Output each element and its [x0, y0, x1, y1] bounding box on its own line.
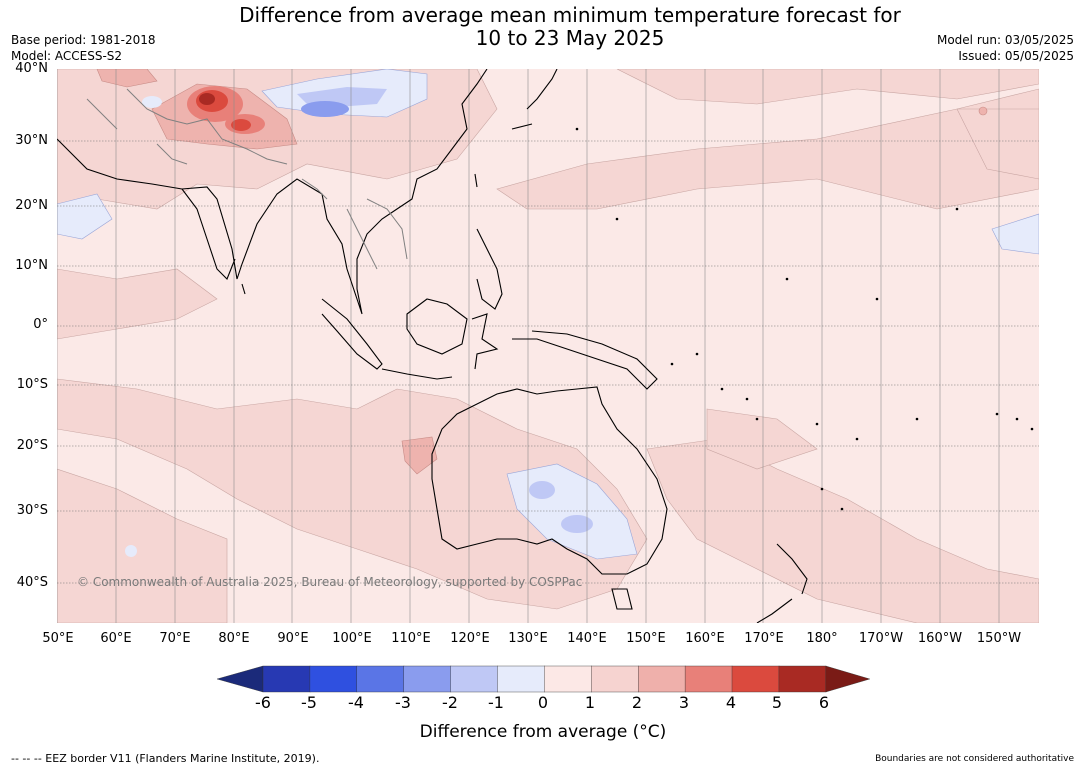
lon-label-130e: 130°E — [508, 631, 548, 646]
boundary-disclaimer: Boundaries are not considered authoritat… — [875, 754, 1074, 764]
colorbar-tick-6: 6 — [818, 693, 830, 712]
colorbar-tick-minus1: -1 — [488, 693, 504, 712]
lat-label-30n: 30°N — [15, 133, 48, 148]
chart-title: Difference from average mean minimum tem… — [0, 4, 1085, 50]
colorbar-segment — [450, 665, 499, 693]
lon-label-80e: 80°E — [218, 631, 250, 646]
lon-label-50e: 50°E — [42, 631, 74, 646]
colorbar-tick-minus2: -2 — [442, 693, 458, 712]
coast-tasmania — [611, 588, 633, 610]
colorbar-tick-minus6: -6 — [255, 693, 271, 712]
lon-label-70e: 70°E — [159, 631, 191, 646]
colorbar — [216, 665, 871, 693]
colorbar-tick-minus4: -4 — [348, 693, 364, 712]
colorbar-segment — [403, 665, 452, 693]
colorbar-segments — [216, 665, 871, 693]
title-line-2: 10 to 23 May 2025 — [475, 26, 665, 50]
lon-label-150w: 150°W — [976, 631, 1022, 646]
coast-new-guinea — [512, 330, 658, 390]
colorbar-tick-minus3: -3 — [395, 693, 411, 712]
colorbar-extend-high — [825, 665, 871, 693]
model-name: Model: ACCESS-S2 — [11, 49, 123, 63]
lon-label-170w: 170°W — [858, 631, 904, 646]
lon-label-160e: 160°E — [685, 631, 725, 646]
base-period: Base period: 1981-2018 — [11, 33, 156, 47]
lat-label-equator: 0° — [33, 317, 48, 332]
lat-label-20n: 20°N — [15, 198, 48, 213]
coastlines — [57, 69, 808, 623]
title-line-1: Difference from average mean minimum tem… — [239, 3, 901, 27]
coast-new-zealand — [756, 543, 808, 623]
coast-japan — [511, 69, 558, 130]
lat-label-40s: 40°S — [16, 575, 48, 590]
anomaly-hotspot — [187, 86, 265, 134]
pacific-islands — [575, 127, 1034, 511]
colorbar-segment — [684, 665, 733, 693]
lon-label-170e: 170°E — [744, 631, 784, 646]
colorbar-segment — [309, 665, 358, 693]
lat-label-10n: 10°N — [15, 258, 48, 273]
colorbar-tick-4: 4 — [725, 693, 737, 712]
lon-label-180: 180° — [806, 631, 838, 646]
colorbar-extend-low — [216, 665, 264, 693]
issued-date: Issued: 05/05/2025 — [958, 49, 1074, 63]
colorbar-tick-0: 0 — [537, 693, 549, 712]
country-borders — [86, 88, 408, 270]
lon-label-140e: 140°E — [567, 631, 607, 646]
colorbar-segment — [731, 665, 780, 693]
coast-sumatra — [321, 298, 383, 370]
lon-label-160w: 160°W — [917, 631, 963, 646]
lon-label-100e: 100°E — [332, 631, 372, 646]
lat-label-30s: 30°S — [16, 503, 48, 518]
lat-label-20s: 20°S — [16, 438, 48, 453]
coast-philippines — [476, 228, 503, 310]
coast-australia — [431, 386, 668, 575]
colorbar-tick-1: 1 — [584, 693, 596, 712]
coast-taiwan — [474, 173, 478, 188]
colorbar-segment — [544, 665, 592, 693]
coast-sri-lanka — [241, 283, 246, 295]
colorbar-tick-5: 5 — [771, 693, 783, 712]
colorbar-segment — [591, 665, 639, 693]
forecast-map — [57, 69, 1039, 623]
lat-label-40n: 40°N — [15, 61, 48, 76]
colorbar-segment — [497, 665, 545, 693]
lon-label-60e: 60°E — [100, 631, 132, 646]
colorbar-segment — [638, 665, 686, 693]
lat-label-10s: 10°S — [16, 377, 48, 392]
lon-label-120e: 120°E — [450, 631, 490, 646]
model-run: Model run: 03/05/2025 — [936, 33, 1074, 47]
copyright-notice: © Commonwealth of Australia 2025, Bureau… — [77, 575, 583, 589]
meridian-gridlines — [57, 69, 1000, 623]
anomaly-negative-regions — [57, 69, 1039, 560]
colorbar-segment — [356, 665, 405, 693]
colorbar-tick-minus5: -5 — [301, 693, 317, 712]
meta-right: Model run: 03/05/2025 Issued: 05/05/2025 — [937, 32, 1074, 64]
coast-borneo — [406, 298, 468, 355]
lon-label-110e: 110°E — [391, 631, 431, 646]
colorbar-tick-3: 3 — [678, 693, 690, 712]
meta-left: Base period: 1981-2018 Model: ACCESS-S2 — [11, 32, 156, 64]
lon-label-150e: 150°E — [626, 631, 666, 646]
colorbar-title: Difference from average (°C) — [419, 722, 667, 742]
colorbar-tick-2: 2 — [631, 693, 643, 712]
coast-java — [381, 368, 453, 380]
coast-asia-mainland — [57, 69, 488, 315]
colorbar-segment — [778, 665, 827, 693]
map-canvas — [57, 69, 1039, 623]
coast-india — [181, 188, 236, 280]
lon-label-90e: 90°E — [277, 631, 309, 646]
coast-sulawesi — [471, 313, 499, 370]
eez-border-note: -- -- -- EEZ border V11 (Flanders Marine… — [11, 752, 320, 765]
colorbar-segment — [262, 665, 311, 693]
